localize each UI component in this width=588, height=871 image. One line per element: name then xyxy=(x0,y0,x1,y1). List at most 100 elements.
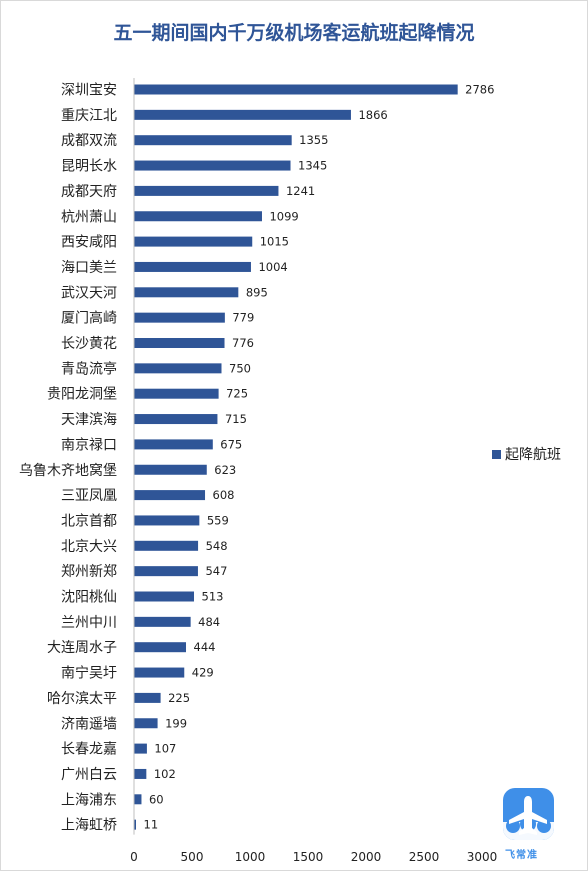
bar xyxy=(134,464,207,475)
legend-swatch xyxy=(492,449,501,459)
data-label: 225 xyxy=(168,691,190,705)
bar xyxy=(134,515,200,526)
bar xyxy=(134,591,195,602)
data-label: 11 xyxy=(144,818,159,832)
bar xyxy=(134,616,191,627)
data-label: 779 xyxy=(232,311,254,325)
data-label: 559 xyxy=(207,513,229,527)
bar xyxy=(134,84,458,95)
data-label: 725 xyxy=(226,387,248,401)
data-label: 2786 xyxy=(465,83,494,97)
data-label: 429 xyxy=(192,666,214,680)
category-label: 济南遥墙 xyxy=(61,716,117,732)
bar xyxy=(134,109,351,120)
data-label: 1099 xyxy=(269,209,298,223)
category-label: 三亚凤凰 xyxy=(61,488,117,504)
category-label: 深圳宝安 xyxy=(61,83,117,99)
category-label: 贵阳龙洞堡 xyxy=(47,387,117,403)
category-label: 乌鲁木齐地窝堡 xyxy=(19,462,117,479)
data-label: 547 xyxy=(205,564,227,578)
bar xyxy=(134,819,136,830)
bar xyxy=(134,692,161,703)
bar xyxy=(134,236,253,247)
category-label: 天津滨海 xyxy=(61,412,117,428)
data-label: 548 xyxy=(206,539,228,553)
data-label: 513 xyxy=(202,590,224,604)
data-label: 1004 xyxy=(258,260,287,274)
bar xyxy=(134,566,198,577)
category-label: 长沙黄花 xyxy=(61,335,117,352)
bar xyxy=(134,363,222,374)
category-label: 南京禄口 xyxy=(61,437,117,453)
x-tick-label: 2500 xyxy=(409,850,440,864)
legend: 起降航班 xyxy=(492,444,561,464)
category-label: 成都双流 xyxy=(61,133,117,149)
bar xyxy=(134,718,158,729)
bar xyxy=(134,388,219,399)
data-label: 1241 xyxy=(286,184,315,198)
category-label: 沈阳桃仙 xyxy=(61,590,117,606)
category-label: 成都天府 xyxy=(61,184,117,200)
bar xyxy=(134,743,147,754)
data-label: 1866 xyxy=(358,108,387,122)
category-label: 青岛流亭 xyxy=(61,360,117,377)
category-label: 南宁吴圩 xyxy=(61,665,117,682)
bar xyxy=(134,414,218,425)
data-label: 895 xyxy=(246,285,268,299)
x-tick-label: 1000 xyxy=(235,850,266,864)
bar xyxy=(134,768,147,779)
category-label: 重庆江北 xyxy=(61,108,117,124)
x-tick-label: 2000 xyxy=(351,850,382,864)
category-label: 郑州新郑 xyxy=(61,564,117,580)
category-label: 武汉天河 xyxy=(61,285,117,301)
category-label: 北京首都 xyxy=(61,513,117,529)
category-label: 厦门高崎 xyxy=(61,310,117,327)
x-tick-label: 1500 xyxy=(293,850,324,864)
bar xyxy=(134,160,291,171)
data-label: 484 xyxy=(198,615,220,629)
data-label: 102 xyxy=(154,767,176,781)
data-label: 623 xyxy=(214,463,236,477)
category-label: 昆明长水 xyxy=(61,159,117,175)
bar xyxy=(134,261,251,272)
data-label: 107 xyxy=(154,742,176,756)
logo xyxy=(503,788,554,840)
data-label: 776 xyxy=(232,336,254,350)
bar xyxy=(134,540,199,551)
bar xyxy=(134,490,206,501)
bar xyxy=(134,135,292,146)
legend-label: 起降航班 xyxy=(505,447,561,463)
bar xyxy=(134,439,213,450)
bar xyxy=(134,794,142,805)
bar xyxy=(134,185,279,196)
data-label: 444 xyxy=(194,640,216,654)
airplane-icon xyxy=(503,796,554,840)
category-label: 长春龙嘉 xyxy=(61,742,117,758)
x-tick-label: 500 xyxy=(181,850,204,864)
bar xyxy=(134,312,225,323)
category-label: 西安咸阳 xyxy=(61,235,117,251)
bar xyxy=(134,642,187,653)
data-label: 1355 xyxy=(299,133,328,147)
bar xyxy=(134,338,225,348)
logo-text: 飞常准 xyxy=(505,850,538,861)
plot-area: 深圳宝安 2786 重庆江北 1866 成都双流 1355 昆明长水 1345 成都天府 1241… xyxy=(19,78,497,864)
data-label: 715 xyxy=(225,412,247,426)
data-label: 60 xyxy=(149,792,164,806)
category-label: 大连周水子 xyxy=(47,640,117,656)
chart-title: 五一期间国内千万级机场客运航班起降情况 xyxy=(113,22,475,44)
data-label: 750 xyxy=(229,361,251,375)
data-label: 608 xyxy=(213,488,235,502)
x-tick-label: 0 xyxy=(130,850,138,864)
category-label: 北京大兴 xyxy=(61,539,117,555)
category-label: 兰州中川 xyxy=(61,615,117,631)
x-tick-label: 3000 xyxy=(467,850,498,864)
category-label: 上海虹桥 xyxy=(61,818,117,834)
bar xyxy=(134,211,262,222)
data-label: 675 xyxy=(220,437,242,451)
bar xyxy=(134,287,239,298)
category-label: 杭州萧山 xyxy=(61,209,117,225)
category-label: 海口美兰 xyxy=(61,260,117,276)
data-label: 1015 xyxy=(260,235,289,249)
